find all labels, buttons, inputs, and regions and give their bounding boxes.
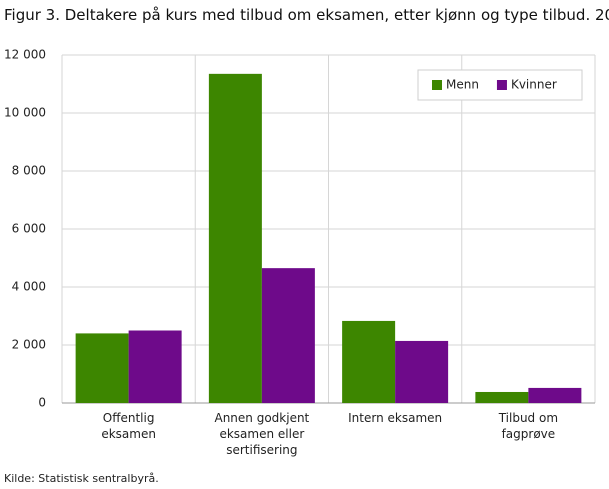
y-tick-label: 8 000 (12, 164, 46, 178)
bar (75, 333, 129, 403)
bar (208, 73, 262, 403)
bar (128, 330, 182, 403)
legend-label: Kvinner (511, 78, 557, 92)
bar (528, 387, 582, 403)
bar (342, 320, 396, 403)
y-tick-label: 10 000 (4, 106, 46, 120)
x-tick-label: Tilbud om fagprøve (498, 411, 559, 441)
x-tick-label: Annen godkjent eksamen eller sertifiseri… (214, 411, 310, 457)
source: Kilde: Statistisk sentralbyrå. (4, 472, 159, 485)
bar (475, 391, 529, 403)
chart-title: Figur 3. Deltakere på kurs med tilbud om… (4, 6, 609, 24)
x-tick-label: Offentlig eksamen (101, 411, 156, 441)
legend-swatch (496, 80, 507, 90)
y-tick-label: 12 000 (4, 48, 46, 62)
bar (395, 340, 449, 403)
y-tick-label: 6 000 (12, 222, 46, 236)
bar (261, 268, 315, 403)
legend-swatch (432, 80, 442, 90)
y-tick-label: 4 000 (12, 280, 46, 294)
y-tick-label: 0 (38, 396, 46, 410)
legend-label: Menn (446, 78, 479, 92)
y-tick-label: 2 000 (12, 338, 46, 352)
x-tick-label: Intern eksamen (348, 411, 443, 425)
